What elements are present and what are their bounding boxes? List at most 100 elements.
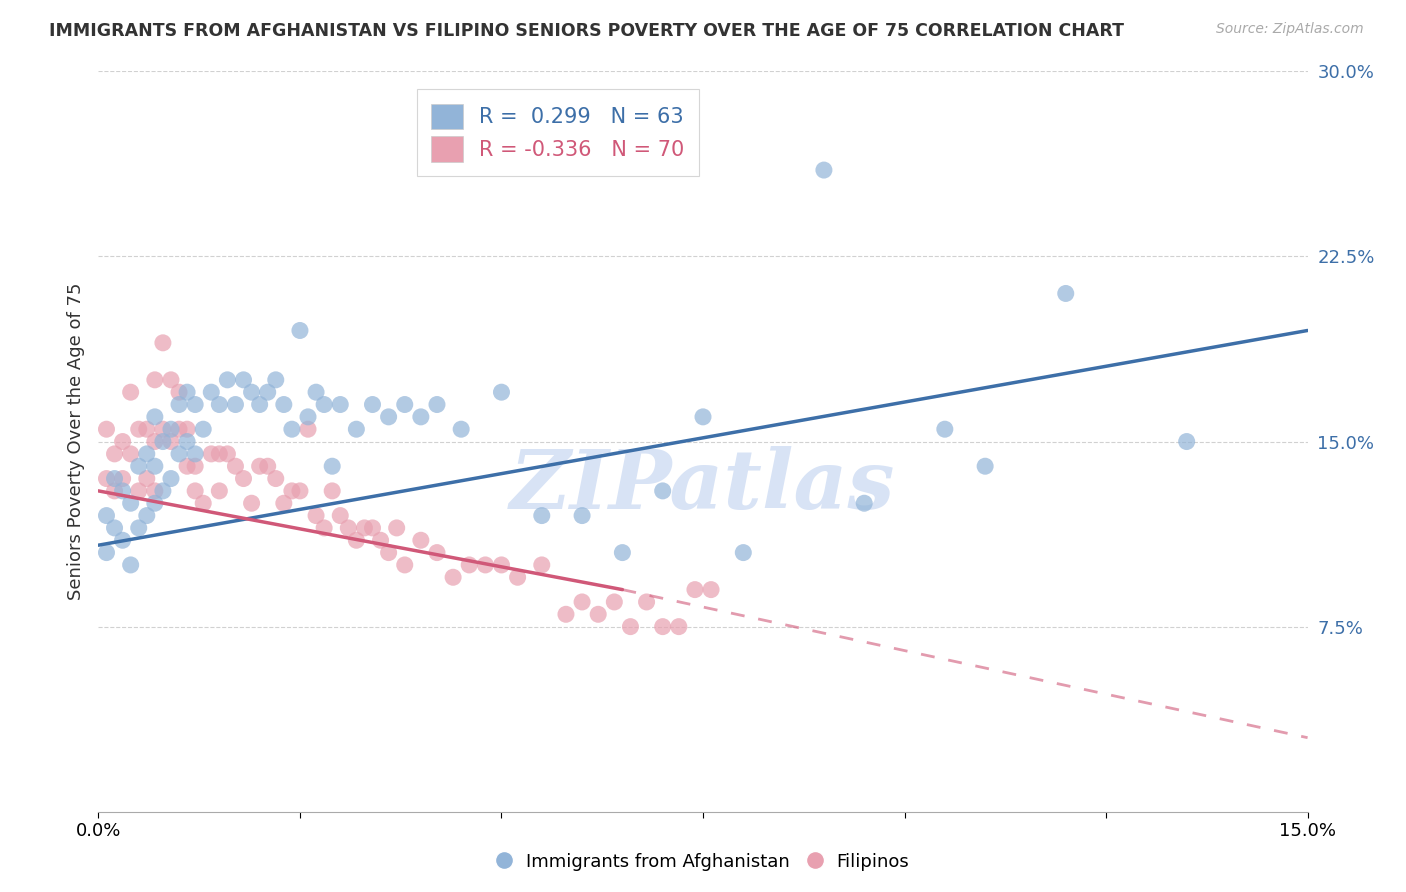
Point bbox=[692, 409, 714, 424]
Point bbox=[96, 471, 118, 485]
Point bbox=[853, 496, 876, 510]
Legend: Immigrants from Afghanistan, Filipinos: Immigrants from Afghanistan, Filipinos bbox=[489, 846, 917, 879]
Point bbox=[1054, 286, 1077, 301]
Point bbox=[176, 422, 198, 436]
Point bbox=[111, 533, 134, 548]
Text: ZIPatlas: ZIPatlas bbox=[510, 446, 896, 526]
Point bbox=[111, 471, 134, 485]
Point bbox=[297, 409, 319, 424]
Point bbox=[208, 483, 231, 498]
Point bbox=[167, 422, 190, 436]
Point bbox=[232, 471, 254, 485]
Point bbox=[160, 471, 183, 485]
Point bbox=[200, 447, 222, 461]
Point bbox=[377, 409, 399, 424]
Point bbox=[377, 546, 399, 560]
Point bbox=[184, 459, 207, 474]
Point bbox=[934, 422, 956, 436]
Point bbox=[700, 582, 723, 597]
Point bbox=[571, 595, 593, 609]
Point bbox=[240, 496, 263, 510]
Point bbox=[474, 558, 496, 572]
Point bbox=[120, 447, 142, 461]
Point bbox=[273, 496, 295, 510]
Point bbox=[143, 373, 166, 387]
Point bbox=[491, 385, 513, 400]
Point bbox=[426, 398, 449, 412]
Point bbox=[361, 398, 384, 412]
Point bbox=[111, 483, 134, 498]
Point bbox=[586, 607, 609, 622]
Point bbox=[184, 483, 207, 498]
Point bbox=[321, 483, 343, 498]
Point bbox=[385, 521, 408, 535]
Point bbox=[297, 422, 319, 436]
Point bbox=[152, 483, 174, 498]
Point bbox=[281, 483, 304, 498]
Point bbox=[96, 546, 118, 560]
Point bbox=[314, 398, 336, 412]
Point bbox=[305, 385, 328, 400]
Point bbox=[103, 483, 125, 498]
Point bbox=[612, 546, 634, 560]
Point bbox=[329, 398, 352, 412]
Point bbox=[394, 398, 416, 412]
Point bbox=[143, 459, 166, 474]
Point bbox=[103, 471, 125, 485]
Point bbox=[249, 398, 271, 412]
Point bbox=[288, 483, 311, 498]
Point bbox=[370, 533, 392, 548]
Point bbox=[619, 619, 641, 633]
Point bbox=[273, 398, 295, 412]
Point bbox=[120, 496, 142, 510]
Point bbox=[240, 385, 263, 400]
Point bbox=[530, 508, 553, 523]
Point bbox=[394, 558, 416, 572]
Point bbox=[571, 508, 593, 523]
Point bbox=[120, 385, 142, 400]
Point bbox=[458, 558, 481, 572]
Point bbox=[143, 434, 166, 449]
Point bbox=[184, 398, 207, 412]
Point bbox=[176, 385, 198, 400]
Point bbox=[555, 607, 578, 622]
Point bbox=[120, 558, 142, 572]
Point bbox=[160, 422, 183, 436]
Point bbox=[224, 459, 246, 474]
Point bbox=[135, 422, 157, 436]
Point bbox=[305, 508, 328, 523]
Point bbox=[426, 546, 449, 560]
Point bbox=[96, 508, 118, 523]
Point bbox=[651, 619, 673, 633]
Point bbox=[103, 447, 125, 461]
Point bbox=[668, 619, 690, 633]
Point bbox=[813, 163, 835, 178]
Point bbox=[143, 483, 166, 498]
Point bbox=[329, 508, 352, 523]
Point bbox=[176, 459, 198, 474]
Point bbox=[135, 471, 157, 485]
Point bbox=[256, 385, 278, 400]
Point bbox=[264, 471, 287, 485]
Legend: R =  0.299   N = 63, R = -0.336   N = 70: R = 0.299 N = 63, R = -0.336 N = 70 bbox=[416, 89, 699, 177]
Point bbox=[152, 422, 174, 436]
Point bbox=[128, 422, 150, 436]
Point bbox=[152, 434, 174, 449]
Point bbox=[321, 459, 343, 474]
Point bbox=[111, 434, 134, 449]
Point bbox=[143, 496, 166, 510]
Point bbox=[256, 459, 278, 474]
Point bbox=[167, 385, 190, 400]
Point bbox=[409, 533, 432, 548]
Point bbox=[135, 447, 157, 461]
Point bbox=[683, 582, 706, 597]
Point bbox=[337, 521, 360, 535]
Point bbox=[232, 373, 254, 387]
Y-axis label: Seniors Poverty Over the Age of 75: Seniors Poverty Over the Age of 75 bbox=[66, 283, 84, 600]
Point bbox=[200, 385, 222, 400]
Point bbox=[636, 595, 658, 609]
Point bbox=[288, 324, 311, 338]
Point bbox=[733, 546, 755, 560]
Point bbox=[193, 422, 215, 436]
Text: IMMIGRANTS FROM AFGHANISTAN VS FILIPINO SENIORS POVERTY OVER THE AGE OF 75 CORRE: IMMIGRANTS FROM AFGHANISTAN VS FILIPINO … bbox=[49, 22, 1125, 40]
